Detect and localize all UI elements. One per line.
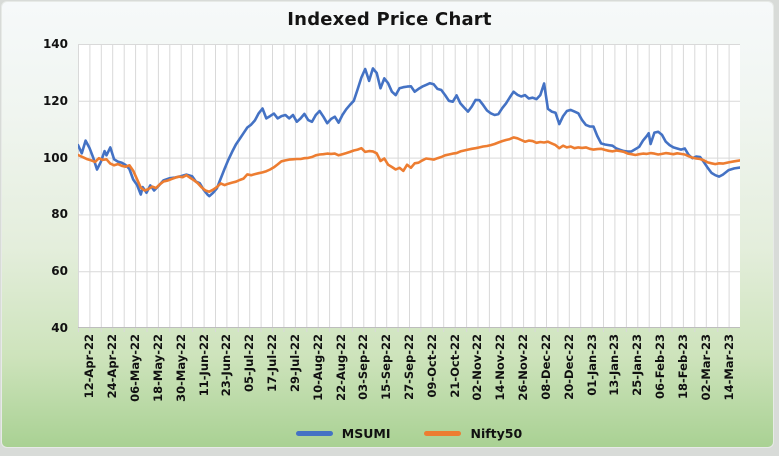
x-tick-label: 02-Nov-22 xyxy=(470,334,485,401)
legend-label-msumi: MSUMI xyxy=(341,426,391,441)
x-tick-label: 18-May-22 xyxy=(150,334,165,402)
x-tick-label: 13-Jan-23 xyxy=(607,334,622,396)
x-tick-label: 27-Sep-22 xyxy=(402,334,416,400)
x-tick-label: 01-Jan-23 xyxy=(584,334,599,396)
x-tick-label: 17-Jul-22 xyxy=(265,334,280,392)
y-tick-label: 100 xyxy=(42,150,68,165)
x-tick-label: 26-Nov-22 xyxy=(516,334,531,401)
legend: MSUMI Nifty50 xyxy=(78,426,740,441)
nifty50-line xyxy=(78,136,740,193)
chart-title: Indexed Price Chart xyxy=(287,9,492,30)
x-tick-label: 05-Jul-22 xyxy=(242,334,257,392)
x-tick-label: 06-May-22 xyxy=(128,334,143,402)
x-tick-label: 20-Dec-22 xyxy=(561,334,576,400)
x-tick-label: 24-Apr-22 xyxy=(105,334,120,399)
x-tick-label: 25-Jan-23 xyxy=(630,334,645,396)
y-tick-label: 120 xyxy=(42,93,68,108)
msumi-legend-line-icon xyxy=(295,431,333,436)
x-tick-label: 30-May-22 xyxy=(173,334,188,402)
x-tick-label: 10-Aug-22 xyxy=(310,334,325,401)
x-tick-label: 11-Jun-22 xyxy=(196,334,211,397)
y-tick-label: 40 xyxy=(51,321,68,335)
y-tick-label: 80 xyxy=(51,207,68,222)
plot-area xyxy=(78,44,740,332)
nifty50-legend-line-icon xyxy=(424,431,462,436)
x-tick-label: 14-Nov-22 xyxy=(493,334,508,401)
legend-item-nifty50: Nifty50 xyxy=(424,426,522,441)
x-tick-label: 06-Feb-23 xyxy=(653,334,668,399)
x-tick-label: 15-Sep-22 xyxy=(379,334,394,400)
legend-item-msumi: MSUMI xyxy=(295,426,391,441)
x-tick-label: 18-Feb-23 xyxy=(675,334,690,399)
x-tick-label: 29-Jul-22 xyxy=(287,334,302,392)
x-tick-label: 12-Apr-22 xyxy=(82,334,97,399)
x-tick-label: 03-Sep-22 xyxy=(356,334,371,400)
y-tick-label: 60 xyxy=(51,264,68,279)
x-tick-label: 23-Jun-22 xyxy=(219,334,234,397)
legend-label-nifty50: Nifty50 xyxy=(470,426,523,441)
x-tick-label: 14-Mar-23 xyxy=(721,334,736,401)
x-tick-label: 21-Oct-22 xyxy=(447,334,462,398)
x-tick-label: 08-Dec-22 xyxy=(538,334,553,400)
x-tick-label: 02-Mar-23 xyxy=(698,334,713,401)
y-tick-label: 140 xyxy=(42,37,68,51)
x-tick-label: 09-Oct-22 xyxy=(424,334,439,398)
x-tick-label: 22-Aug-22 xyxy=(333,334,348,401)
